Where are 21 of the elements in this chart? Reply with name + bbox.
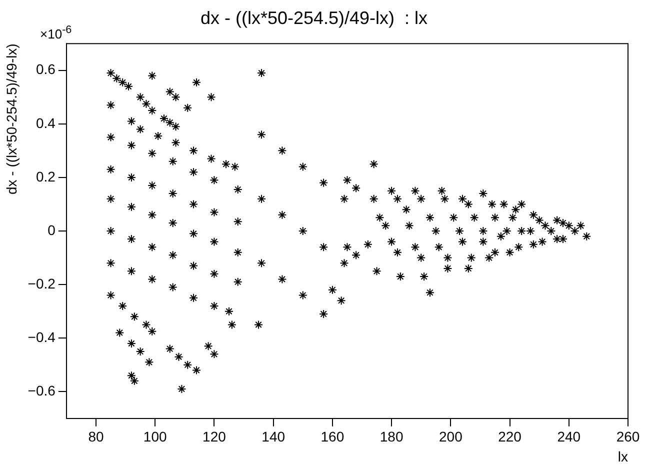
x-tick-label: 180 — [380, 428, 404, 445]
x-tick-label: 140 — [262, 428, 286, 445]
text: ×10$^{-6}$ — [40, 24, 72, 42]
x-tick-label: 260 — [616, 428, 640, 445]
chart-title: dx - ((lx*50-254.5)/49-lx) : lx — [200, 8, 428, 28]
y-tick-label: −0.6 — [28, 382, 56, 398]
x-tick-label: 240 — [557, 428, 581, 445]
y-tick-label: 0.4 — [36, 114, 56, 131]
x-tick-label: 200 — [438, 428, 463, 445]
y-tick-label: 0.6 — [36, 61, 56, 78]
x-tick-label: 100 — [143, 428, 167, 445]
x-tick-label: 160 — [320, 428, 344, 445]
y-tick-label: 0.2 — [36, 168, 56, 184]
x-tick-label: 120 — [202, 428, 226, 445]
x-axis-title: lx — [618, 448, 628, 464]
y-axis-title: dx - ((lx*50-254.5)/49-lx) — [3, 44, 20, 195]
y-tick-label: −0.2 — [28, 275, 56, 292]
x-tick-label: 220 — [498, 428, 522, 445]
x-tick-label: 80 — [88, 428, 104, 445]
y-tick-label: −0.4 — [28, 328, 56, 345]
y-tick-label: 0 — [48, 222, 56, 238]
